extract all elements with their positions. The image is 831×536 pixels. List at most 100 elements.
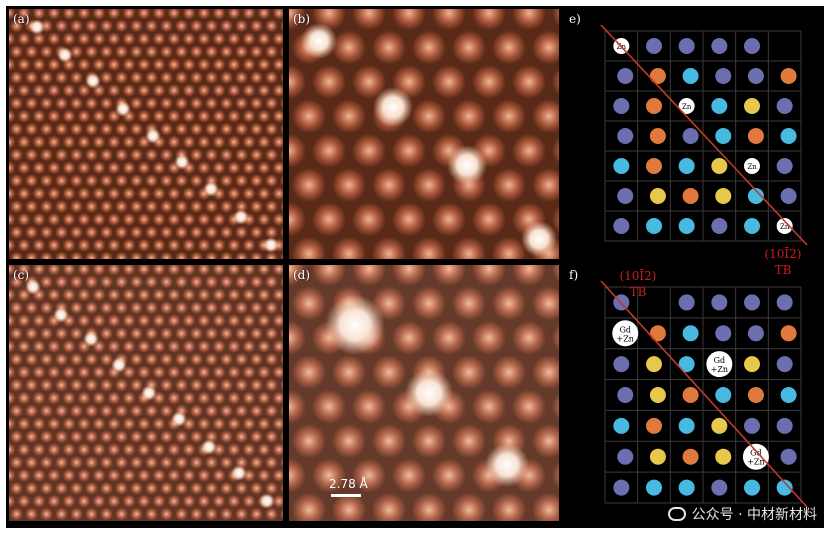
atom-spot: [242, 288, 256, 302]
atom-spot: [160, 148, 173, 162]
lattice-atom: [682, 448, 699, 465]
atom-spot: [257, 443, 271, 457]
atom-spot: [312, 64, 346, 99]
atom-spot: [372, 355, 406, 390]
atom-spot: [115, 430, 128, 444]
atom-spot: [17, 314, 31, 328]
atom-spot: [10, 200, 23, 213]
atom-spot: [205, 404, 218, 418]
zn-atom-label: Zn: [780, 223, 790, 231]
bright-atom: [233, 209, 249, 225]
atom-spot: [9, 238, 16, 252]
lattice-atom: [682, 325, 699, 342]
atom-spot: [167, 187, 181, 201]
scale-bar: [331, 494, 361, 497]
atom-spot: [122, 58, 136, 72]
lattice-atom: [747, 325, 764, 342]
panel-f-model: Gd +Zn Gd +Zn Gd +Zn f): [565, 265, 821, 521]
atom-spot: [137, 314, 151, 328]
atom-spot: [352, 9, 386, 30]
atom-spot: [40, 96, 53, 110]
atom-spot: [312, 389, 346, 424]
atom-spot: [372, 424, 406, 458]
atom-spot: [205, 45, 218, 59]
atom-spot: [372, 30, 406, 65]
panel-d-image: [289, 265, 559, 521]
atom-spot: [332, 492, 366, 521]
atom-spot: [289, 133, 306, 168]
atom-spot: [257, 265, 271, 276]
atom-spot: [280, 97, 283, 109]
atom-spot: [182, 494, 196, 508]
atom-spot: [332, 168, 366, 202]
atom-spot: [81, 520, 87, 521]
atom-spot: [32, 58, 46, 72]
atom-spot: [70, 430, 83, 444]
bright-atom: [201, 439, 217, 455]
atom-spot: [107, 288, 121, 302]
atom-spot: [280, 276, 283, 288]
atom-spot: [220, 481, 233, 495]
lattice-atom: [715, 325, 732, 342]
lattice-atom: [613, 218, 630, 234]
atom-spot: [55, 19, 68, 33]
atom-spot: [107, 212, 121, 226]
lattice-atom: [744, 218, 760, 234]
atom-spot: [235, 96, 248, 110]
atom-spot: [197, 468, 211, 482]
atom-spot: [552, 136, 559, 165]
lattice-atom: [776, 158, 793, 174]
atom-spot: [272, 135, 283, 149]
lattice-atom: [649, 128, 666, 144]
atom-spot: [130, 148, 143, 162]
lattice-atom: [776, 294, 793, 311]
atom-spot: [137, 187, 151, 201]
panel-e-label: e): [569, 12, 581, 26]
atom-spot: [40, 174, 53, 188]
atom-spot: [85, 275, 98, 289]
atom-spot: [212, 135, 226, 149]
lattice-atom: [613, 158, 630, 174]
atom-spot: [17, 161, 31, 175]
atom-spot: [235, 71, 248, 84]
atom-spot: [257, 288, 271, 302]
atom-spot: [25, 404, 38, 418]
bright-atom: [53, 307, 69, 323]
atom-spot: [130, 225, 143, 239]
atom-spot: [257, 314, 271, 328]
atom-spot: [17, 212, 31, 226]
atom-spot: [100, 96, 113, 110]
atom-spot: [9, 443, 16, 457]
atom-spot: [272, 443, 283, 457]
atom-spot: [265, 481, 278, 495]
atom-spot: [220, 327, 233, 340]
atom-spot: [272, 109, 283, 123]
atom-spot: [227, 391, 241, 405]
atom-spot: [10, 96, 23, 110]
lattice-atom: [780, 68, 797, 84]
scale-label: 2.78 Å: [329, 477, 368, 491]
lattice-atom: [744, 356, 760, 373]
tb-left-plane: (10Ī2): [619, 269, 657, 283]
atom-spot: [9, 520, 12, 521]
atom-spot: [265, 174, 278, 188]
lattice-atom: [678, 294, 695, 311]
atom-spot: [122, 83, 136, 97]
atom-spot: [152, 83, 166, 97]
atom-spot: [9, 365, 16, 379]
atom-spot: [40, 251, 53, 259]
atom-spot: [70, 251, 83, 259]
lattice-atom: [682, 387, 699, 403]
atom-spot: [47, 161, 61, 175]
atom-spot: [250, 275, 263, 289]
atom-spot: [250, 301, 263, 315]
lattice-atom: [649, 387, 666, 403]
atom-spot: [17, 83, 31, 97]
atom-spot: [265, 352, 278, 366]
lattice-atom: [649, 68, 666, 84]
atom-spot: [552, 9, 559, 27]
atom-spot: [280, 123, 283, 135]
atom-spot: [242, 339, 256, 353]
atom-spot: [137, 339, 151, 353]
lattice-atom: [780, 387, 797, 403]
